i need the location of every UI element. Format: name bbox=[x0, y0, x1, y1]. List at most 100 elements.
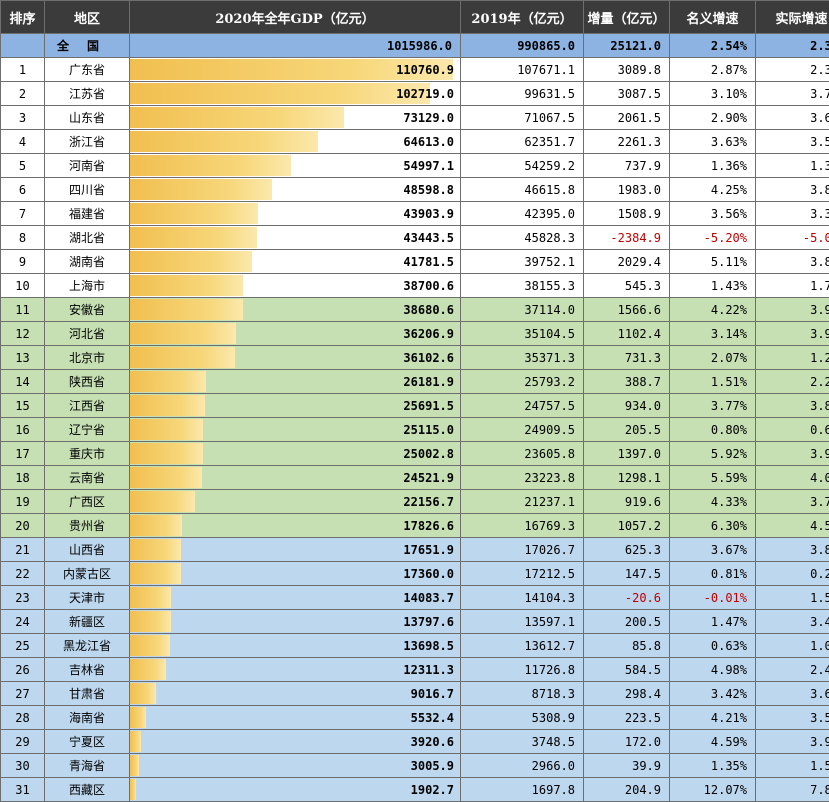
row-gdp2019: 1697.8 bbox=[460, 777, 584, 802]
row-gdp2020: 64613.0 bbox=[403, 134, 454, 149]
row-region: 北京市 bbox=[44, 345, 130, 370]
row-gdp2019: 2966.0 bbox=[460, 753, 584, 778]
row-region: 西藏区 bbox=[44, 777, 130, 802]
row-real: 3.9% bbox=[755, 441, 829, 466]
row-gdp2020: 13797.6 bbox=[403, 614, 454, 629]
gdp-bar bbox=[130, 203, 259, 224]
row-increase: 584.5 bbox=[583, 657, 670, 682]
row-rank: 30 bbox=[0, 753, 45, 778]
row-gdp2019: 71067.5 bbox=[460, 105, 584, 130]
row-increase: 1397.0 bbox=[583, 441, 670, 466]
national-real: 2.3% bbox=[755, 33, 829, 58]
row-gdp2020: 17651.9 bbox=[403, 542, 454, 557]
row-real: 3.5% bbox=[755, 129, 829, 154]
row-region: 湖北省 bbox=[44, 225, 130, 250]
row-increase: 2261.3 bbox=[583, 129, 670, 154]
row-nominal: -5.20% bbox=[669, 225, 756, 250]
row-region: 山东省 bbox=[44, 105, 130, 130]
row-real: 4.5% bbox=[755, 513, 829, 538]
gdp-bar bbox=[130, 107, 344, 128]
row-gdp2020-cell: 17651.9 bbox=[129, 537, 461, 562]
gdp-bar bbox=[130, 683, 157, 704]
row-gdp2020-cell: 3920.6 bbox=[129, 729, 461, 754]
national-region: 全国 bbox=[44, 33, 130, 58]
row-real: 1.7% bbox=[755, 273, 829, 298]
row-rank: 10 bbox=[0, 273, 45, 298]
row-gdp2019: 17212.5 bbox=[460, 561, 584, 586]
row-increase: 1102.4 bbox=[583, 321, 670, 346]
gdp-bar bbox=[130, 491, 195, 512]
row-gdp2019: 24909.5 bbox=[460, 417, 584, 442]
row-rank: 22 bbox=[0, 561, 45, 586]
row-nominal: 6.30% bbox=[669, 513, 756, 538]
row-nominal: 5.92% bbox=[669, 441, 756, 466]
row-real: 1.2% bbox=[755, 345, 829, 370]
gdp-bar bbox=[130, 395, 205, 416]
row-increase: -2384.9 bbox=[583, 225, 670, 250]
row-nominal: 3.67% bbox=[669, 537, 756, 562]
row-increase: 2061.5 bbox=[583, 105, 670, 130]
row-gdp2020: 25002.8 bbox=[403, 446, 454, 461]
row-region: 四川省 bbox=[44, 177, 130, 202]
row-real: 3.8% bbox=[755, 177, 829, 202]
row-gdp2019: 24757.5 bbox=[460, 393, 584, 418]
row-gdp2020-cell: 12311.3 bbox=[129, 657, 461, 682]
row-gdp2020-cell: 43443.5 bbox=[129, 225, 461, 250]
gdp-bar bbox=[130, 515, 183, 536]
row-gdp2020: 43903.9 bbox=[403, 206, 454, 221]
row-region: 重庆市 bbox=[44, 441, 130, 466]
row-gdp2020-cell: 110760.9 bbox=[129, 57, 461, 82]
row-nominal: -0.01% bbox=[669, 585, 756, 610]
row-gdp2019: 3748.5 bbox=[460, 729, 584, 754]
gdp-bar bbox=[130, 731, 142, 752]
row-real: 2.4% bbox=[755, 657, 829, 682]
gdp-bar bbox=[130, 587, 171, 608]
row-nominal: 1.43% bbox=[669, 273, 756, 298]
row-rank: 9 bbox=[0, 249, 45, 274]
row-increase: 731.3 bbox=[583, 345, 670, 370]
row-gdp2019: 14104.3 bbox=[460, 585, 584, 610]
row-nominal: 2.07% bbox=[669, 345, 756, 370]
row-real: 3.8% bbox=[755, 393, 829, 418]
row-gdp2019: 25793.2 bbox=[460, 369, 584, 394]
row-nominal: 3.10% bbox=[669, 81, 756, 106]
row-region: 浙江省 bbox=[44, 129, 130, 154]
row-gdp2020-cell: 64613.0 bbox=[129, 129, 461, 154]
row-gdp2020: 54997.1 bbox=[403, 158, 454, 173]
row-increase: 545.3 bbox=[583, 273, 670, 298]
row-rank: 7 bbox=[0, 201, 45, 226]
row-gdp2019: 13612.7 bbox=[460, 633, 584, 658]
row-nominal: 4.25% bbox=[669, 177, 756, 202]
row-rank: 3 bbox=[0, 105, 45, 130]
row-gdp2020: 24521.9 bbox=[403, 470, 454, 485]
row-increase: 200.5 bbox=[583, 609, 670, 634]
row-real: 3.7% bbox=[755, 81, 829, 106]
row-gdp2019: 54259.2 bbox=[460, 153, 584, 178]
row-region: 河南省 bbox=[44, 153, 130, 178]
row-nominal: 3.42% bbox=[669, 681, 756, 706]
row-gdp2020: 9016.7 bbox=[410, 686, 454, 701]
header-nominal: 名义增速 bbox=[669, 0, 756, 34]
row-gdp2019: 39752.1 bbox=[460, 249, 584, 274]
row-real: 2.2% bbox=[755, 369, 829, 394]
row-nominal: 4.21% bbox=[669, 705, 756, 730]
row-rank: 1 bbox=[0, 57, 45, 82]
row-gdp2019: 45828.3 bbox=[460, 225, 584, 250]
row-nominal: 0.80% bbox=[669, 417, 756, 442]
gdp-bar bbox=[130, 83, 430, 104]
row-real: 7.8% bbox=[755, 777, 829, 802]
row-gdp2020-cell: 54997.1 bbox=[129, 153, 461, 178]
row-real: 3.8% bbox=[755, 537, 829, 562]
row-region: 宁夏区 bbox=[44, 729, 130, 754]
gdp-bar bbox=[130, 179, 272, 200]
